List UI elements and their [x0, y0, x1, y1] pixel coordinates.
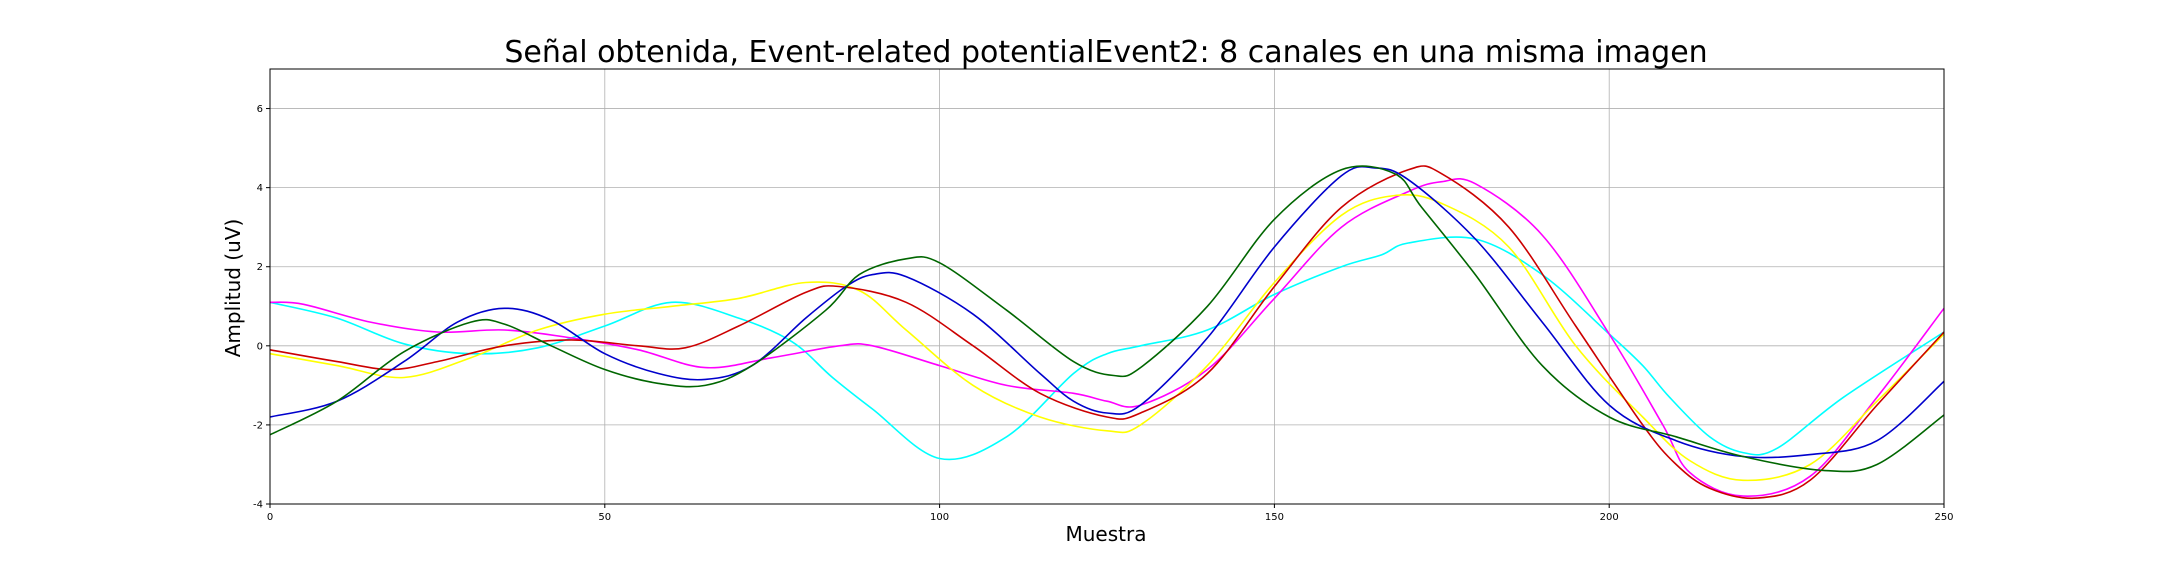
y-tick-label: -4 [253, 500, 263, 511]
x-tick-label: 250 [1934, 512, 1953, 523]
series-line-1 [269, 236, 1945, 461]
x-tick-label: 100 [930, 512, 949, 523]
x-tick-label: 150 [1265, 512, 1284, 523]
y-tick-label: 4 [257, 183, 263, 194]
y-axis-ticks: -4 -2 0 2 4 6 [253, 104, 270, 511]
y-tick-label: -2 [253, 420, 263, 431]
x-tick-label: 50 [598, 512, 611, 523]
x-axis-ticks: 0 50 100 150 200 250 [267, 504, 1954, 523]
x-tick-label: 200 [1600, 512, 1619, 523]
x-tick-label: 0 [267, 512, 273, 523]
series-line-6 [269, 165, 1945, 473]
y-axis-label: Amplitud (uV) [221, 219, 245, 358]
x-axis-label: Muestra [1066, 522, 1147, 546]
series-group [269, 165, 1945, 500]
series-line-4 [269, 165, 1945, 500]
y-tick-label: 2 [257, 262, 263, 273]
series-line-3 [269, 193, 1945, 482]
y-tick-label: 0 [257, 341, 263, 352]
plot-area-frame [269, 68, 1945, 505]
y-tick-label: 6 [257, 104, 263, 115]
chart-title: Señal obtenida, Event-related potentialE… [504, 35, 1707, 70]
series-line-5 [269, 165, 1945, 459]
